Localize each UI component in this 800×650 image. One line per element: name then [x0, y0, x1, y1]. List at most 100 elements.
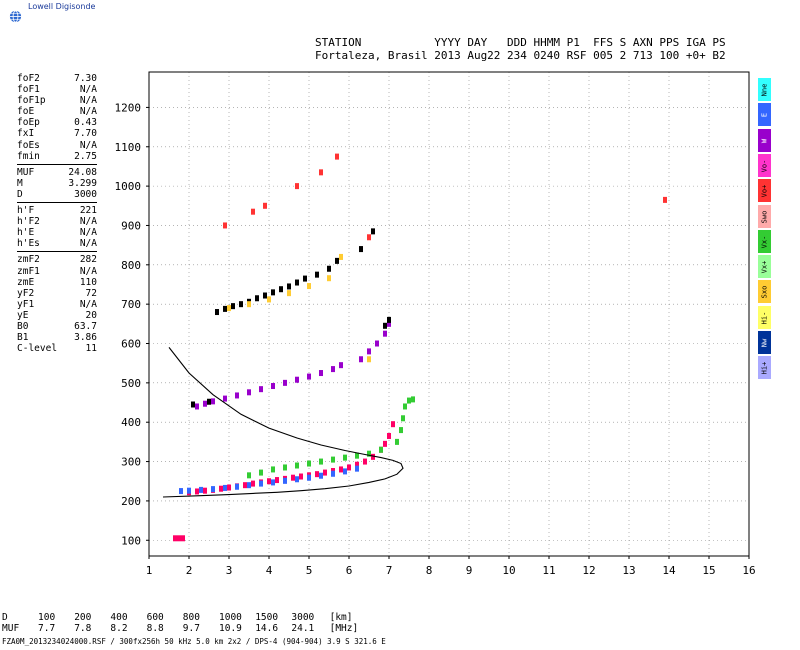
y-tick-label: 1000: [115, 180, 142, 193]
echo-point: [223, 484, 227, 491]
echo-point: [235, 392, 239, 399]
panel-separator: [17, 163, 97, 165]
muf-cell: 1500: [255, 612, 279, 623]
param-row: yF1 N/A: [17, 299, 97, 310]
x-tick-label: 1: [146, 564, 153, 577]
legend-label: W: [760, 138, 769, 143]
echo-point: [191, 401, 195, 408]
param-row: fxI 7.70: [17, 128, 97, 139]
muf-cell: 100: [38, 612, 56, 623]
brand-name: Lowell Digisonde: [28, 2, 96, 11]
legend-swatch: Vx+: [758, 255, 771, 279]
echo-point: [367, 356, 371, 363]
muf-cell: 1000: [219, 612, 242, 623]
echo-point: [283, 379, 287, 386]
param-label: B1: [17, 332, 29, 344]
param-row: yE 20: [17, 310, 97, 321]
param-label: h'Es: [17, 238, 40, 250]
param-value: N/A: [79, 95, 97, 107]
profile-curve: [162, 347, 404, 498]
echo-point: [379, 446, 383, 453]
echo-point: [251, 208, 255, 215]
echo-point: [267, 478, 271, 485]
echo-point: [327, 275, 331, 282]
globe-icon: [9, 10, 22, 23]
muf-cell: 8.8: [146, 623, 164, 634]
echo-point: [355, 452, 359, 459]
x-tick-label: 10: [502, 564, 515, 577]
echo-point: [203, 487, 207, 494]
echo-point: [387, 316, 391, 323]
echo-point: [271, 466, 275, 473]
param-value: N/A: [79, 298, 97, 310]
echo-point: [391, 421, 395, 428]
param-label: fxI: [17, 128, 35, 140]
echo-point: [407, 397, 411, 404]
echo-point: [387, 432, 391, 439]
param-label: yE: [17, 309, 29, 321]
param-value: N/A: [79, 106, 97, 118]
echo-point: [355, 461, 359, 468]
param-label: C-level: [17, 343, 58, 355]
param-row: C-level 11: [17, 343, 97, 354]
echo-point: [307, 474, 311, 481]
echo-point: [259, 469, 263, 476]
echo-point: [343, 468, 347, 475]
echo-point: [235, 483, 239, 490]
legend-label: Hi-: [760, 311, 769, 325]
param-row: h'F2 N/A: [17, 216, 97, 227]
echo-point: [363, 458, 367, 465]
y-tick-label: 1200: [115, 101, 142, 114]
muf-unit: [km]: [329, 612, 353, 623]
y-tick-label: 800: [121, 259, 141, 272]
echo-point: [331, 366, 335, 373]
echo-point: [295, 462, 299, 469]
param-value: 110: [79, 276, 97, 288]
legend-swatch: Nw: [758, 331, 771, 354]
echo-point: [339, 466, 343, 473]
muf-unit: [MHz]: [329, 623, 359, 634]
param-value: N/A: [79, 238, 97, 250]
echo-point: [239, 301, 243, 308]
echo-point: [371, 228, 375, 235]
echo-point: [247, 482, 251, 489]
x-tick-label: 15: [702, 564, 715, 577]
echo-point: [223, 305, 227, 312]
echo-point: [247, 389, 251, 396]
param-label: D: [17, 188, 23, 200]
echo-point: [399, 427, 403, 434]
param-row: zmF1 N/A: [17, 266, 97, 277]
param-value: N/A: [79, 265, 97, 277]
param-label: foF1p: [17, 95, 46, 107]
x-tick-label: 14: [662, 564, 676, 577]
echo-point: [247, 472, 251, 479]
param-row: zmE 110: [17, 277, 97, 288]
x-tick-label: 11: [542, 564, 555, 577]
param-row: B0 63.7: [17, 321, 97, 332]
echo-point: [271, 479, 275, 486]
echo-point: [223, 395, 227, 402]
echo-point: [177, 535, 181, 542]
echo-point: [287, 290, 291, 297]
legend-label: Sxo: [760, 286, 769, 299]
legend-swatch: Vo-: [758, 153, 771, 177]
legend-label: Vx+: [760, 260, 769, 274]
echo-point: [343, 454, 347, 461]
echo-point: [367, 450, 371, 457]
legend-label: Hi+: [760, 361, 769, 375]
echo-point: [227, 484, 231, 491]
legend-swatch: Vo+: [758, 179, 771, 203]
muf-cell: 24.1: [291, 623, 315, 634]
param-value: 3.299: [68, 177, 97, 189]
echo-point: [663, 196, 667, 203]
echo-point: [267, 296, 271, 303]
x-tick-label: 6: [346, 564, 353, 577]
param-row: h'E N/A: [17, 227, 97, 238]
echo-point: [323, 469, 327, 476]
param-label: foF1: [17, 84, 40, 96]
echo-point: [367, 234, 371, 241]
echo-point: [319, 458, 323, 465]
echo-point: [211, 398, 215, 405]
echo-point: [263, 202, 267, 209]
legend-swatch: E: [758, 103, 771, 127]
